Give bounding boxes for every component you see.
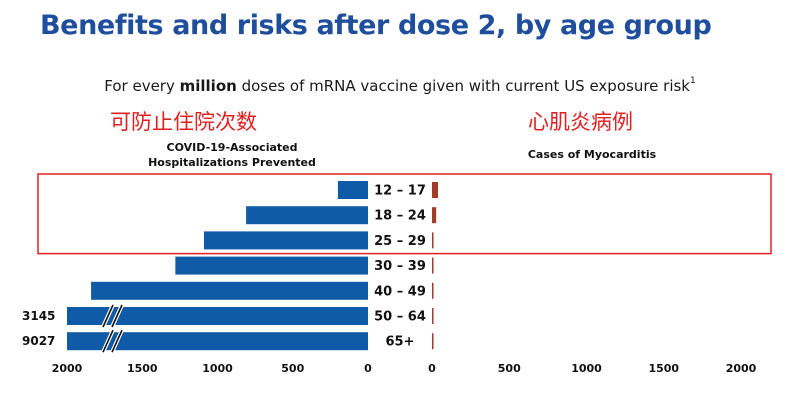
benefit-bar	[246, 206, 368, 225]
x-tick-label: 1000	[202, 362, 233, 375]
benefit-bar	[67, 332, 368, 351]
risk-bar	[432, 182, 439, 198]
risk-bar	[432, 308, 434, 324]
x-tick-label: 0	[364, 362, 372, 375]
x-tick-label: 500	[281, 362, 304, 375]
category-label: 12 – 17	[374, 184, 426, 199]
category-label: 18 – 24	[374, 209, 426, 224]
x-tick-label: 500	[498, 362, 521, 375]
x-tick-label: 1500	[648, 362, 679, 375]
highlight-box	[37, 173, 772, 255]
risk-bar	[432, 333, 434, 350]
x-tick-label: 2000	[726, 362, 757, 375]
axis-break-mark	[102, 329, 114, 353]
annotation-myocarditis-cases-cn: 心肌炎病例	[528, 110, 633, 134]
risk-bar	[432, 257, 434, 274]
subtitle-footnote-marker: 1	[690, 76, 696, 86]
benefit-bar	[91, 281, 368, 300]
x-tick-label: 1500	[127, 362, 158, 375]
category-label: 65+	[386, 335, 415, 350]
subtitle-prefix: For every	[104, 77, 180, 95]
risk-bar	[432, 207, 437, 224]
chart-subtitle: For every million doses of mRNA vaccine …	[0, 76, 800, 95]
risk-panel-label: Cases of Myocarditis	[527, 148, 657, 161]
chart-title: Benefits and risks after dose 2, by age …	[40, 10, 712, 41]
x-tick-label: 1000	[571, 362, 602, 375]
benefit-value-label: 3145	[22, 309, 55, 323]
axis-break-mark	[111, 304, 123, 328]
x-tick-label: 2000	[52, 362, 83, 375]
benefit-panel-label: COVID-19-Associated Hospitalizations Prev…	[148, 141, 316, 169]
category-label: 25 – 29	[374, 234, 426, 249]
category-label: 40 – 49	[374, 284, 426, 299]
annotation-hospitalizations-prevented-cn: 可防止住院次数	[110, 110, 257, 134]
risk-bar	[432, 232, 434, 249]
benefit-bar	[337, 181, 368, 199]
subtitle-suffix: doses of mRNA vaccine given with current…	[236, 77, 690, 95]
benefit-bar	[67, 307, 368, 325]
risk-bar	[432, 282, 434, 299]
category-label: 30 – 39	[374, 259, 426, 274]
benefit-bar	[175, 256, 368, 275]
x-tick-label: 0	[428, 362, 436, 375]
axis-break-mark	[111, 329, 123, 353]
category-label: 50 – 64	[374, 310, 426, 325]
axis-break-mark	[102, 304, 114, 328]
benefit-bar	[203, 231, 368, 250]
benefit-value-label: 9027	[22, 334, 55, 348]
subtitle-bold-word: million	[179, 77, 237, 95]
